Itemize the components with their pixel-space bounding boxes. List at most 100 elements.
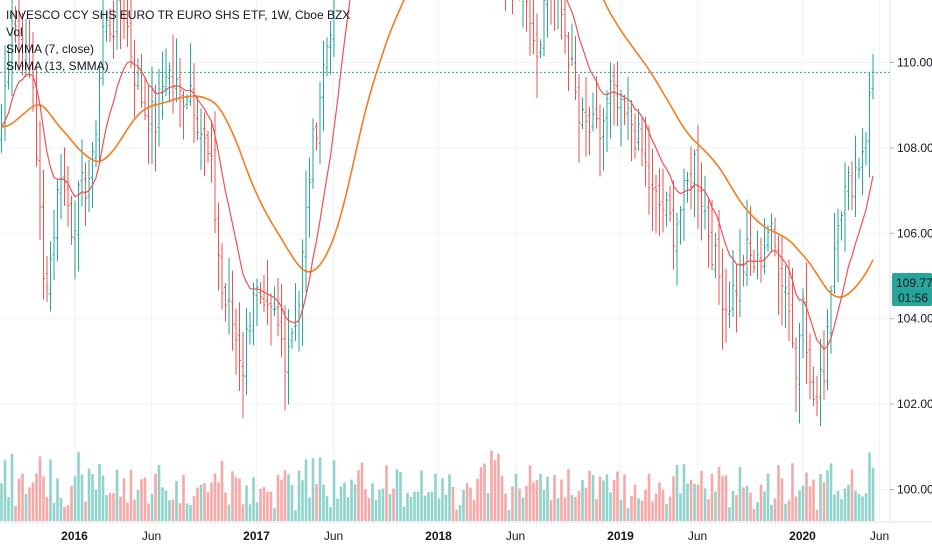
ohlc-bar (206, 130, 210, 163)
ohlc-bar (196, 95, 199, 141)
ohlc-bar (234, 308, 238, 375)
volume-bar (168, 500, 171, 521)
ohlc-bar (812, 366, 815, 407)
ohlc-bar (56, 179, 59, 262)
ohlc-bar (332, 0, 335, 58)
volume-bar (66, 505, 70, 521)
ohlc-bar (742, 254, 745, 287)
volume-bar (658, 482, 661, 521)
ohlc-bar (647, 125, 651, 215)
volume-bar (332, 460, 336, 521)
volume-bar (668, 496, 672, 521)
volume-bar (497, 453, 500, 521)
volume-bar (395, 469, 399, 521)
ohlc-bar (584, 77, 588, 157)
volume-bar (682, 464, 686, 521)
ohlc-bar (714, 232, 717, 279)
volume-bar (553, 475, 556, 521)
volume-bar (556, 498, 560, 521)
ohlc-bar (561, 0, 563, 40)
ohlc-bar (133, 39, 136, 118)
volume-bar (742, 487, 745, 521)
volume-bar (714, 491, 717, 521)
ohlc-bar (829, 285, 833, 354)
ohlc-bar (119, 0, 122, 50)
volume-bar (374, 499, 378, 521)
symbol-title[interactable]: INVESCO CCY SHS EURO TR EURO SHS ETF, 1W… (6, 8, 351, 22)
volume-bar (514, 473, 518, 521)
volume-bar (749, 492, 752, 521)
volume-bar (301, 480, 304, 521)
ohlc-bar (28, 19, 31, 79)
volume-bar (763, 491, 766, 521)
volume-bar (465, 483, 469, 521)
ohlc-bar (843, 162, 847, 252)
ohlc-bar (262, 274, 266, 313)
volume-bar (336, 498, 339, 521)
ohlc-bar (35, 66, 38, 167)
volume-bar (87, 468, 91, 521)
ohlc-bar (815, 375, 819, 417)
volume-bar (871, 467, 875, 521)
volume-bar (28, 487, 31, 521)
volume-bar (675, 464, 679, 521)
smma-13-indicator-label[interactable]: SMMA (13, SMMA) (6, 59, 109, 73)
volume-bar (161, 487, 164, 521)
time-tick-label: 2016 (61, 529, 88, 543)
volume-bar (350, 479, 353, 521)
volume-bar (808, 486, 812, 521)
volume-bar (7, 496, 10, 521)
volume-bar (227, 504, 231, 521)
volume-bar (353, 484, 357, 521)
volume-bar (707, 499, 710, 521)
volume-bar (577, 491, 581, 521)
ohlc-bar (241, 331, 245, 419)
volume-bar (483, 463, 486, 521)
volume-bar (73, 476, 77, 521)
volume-bar (105, 495, 108, 521)
volume-bar (686, 483, 689, 521)
volume-bar (819, 474, 822, 521)
volume-bar (360, 462, 364, 521)
ohlc-bar (609, 62, 612, 139)
ohlc-bar (770, 213, 773, 253)
volume-bar (735, 495, 738, 521)
volume-bar (651, 501, 654, 521)
ohlc-bar (836, 208, 840, 282)
volume-indicator-label[interactable]: Vol (6, 25, 23, 39)
volume-bar (322, 484, 325, 521)
last-price-label: 109.77 01:56 (892, 273, 932, 306)
ohlc-bar (581, 97, 584, 130)
volume-bar (868, 452, 871, 521)
ohlc-bar (535, 13, 539, 99)
ohlc-bar (522, 0, 524, 28)
volume-bar (798, 490, 801, 521)
volume-bar (626, 508, 630, 521)
ohlc-bar (693, 149, 696, 218)
ohlc-bar (602, 107, 605, 171)
volume-bar (777, 465, 780, 521)
price-axis[interactable]: 100.00102.00104.00106.00108.00110.00112.… (0, 0, 932, 523)
time-axis[interactable]: 2016 Jun 2017 Jun 2018 Jun 2019 Jun 2020 Jun (61, 529, 889, 543)
ohlc-bar (826, 308, 829, 391)
volume-bar (56, 478, 59, 521)
smma-7-indicator-label[interactable]: SMMA (7, close) (6, 42, 95, 56)
volume-bar (108, 493, 112, 521)
volume-bar (357, 470, 360, 521)
ohlc-bar (861, 128, 864, 196)
volume-bar (472, 499, 476, 521)
volume-bar (399, 471, 402, 521)
volume-bar (413, 491, 416, 521)
volume-bar (21, 473, 24, 521)
volume-bar (756, 502, 759, 521)
ohlc-bar (840, 211, 843, 241)
volume-bar (35, 473, 38, 521)
volume-bar (49, 459, 52, 521)
volume-bar (833, 494, 836, 521)
ohlc-bar (595, 75, 598, 129)
volume-bar (14, 505, 17, 521)
ohlc-bar (245, 308, 248, 395)
volume-bar (364, 489, 367, 521)
volume-bar (672, 476, 675, 521)
